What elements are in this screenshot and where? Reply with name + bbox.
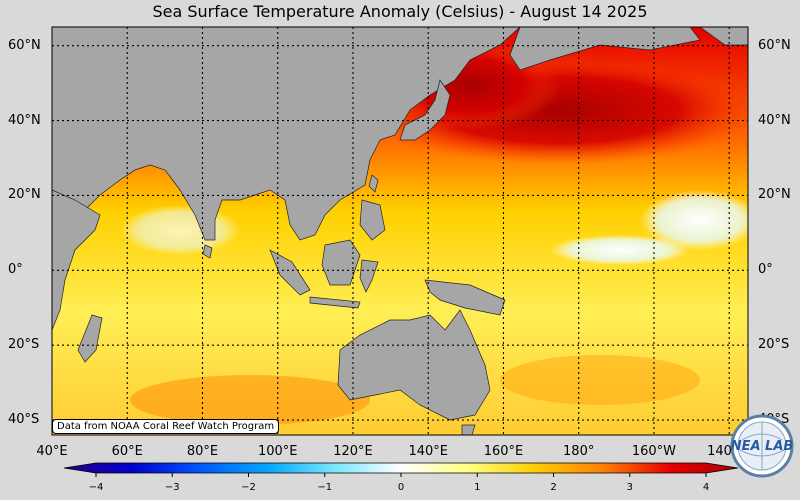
africa-landmass bbox=[52, 189, 101, 331]
colorbar-tick-label: −1 bbox=[317, 482, 333, 493]
colorbar-tick-label: 4 bbox=[702, 482, 710, 493]
latitude-label: 20°N bbox=[8, 187, 41, 203]
latitude-label: 20°N bbox=[758, 187, 791, 203]
colorbar-tick-label: −4 bbox=[88, 482, 104, 493]
colorbar-ticks bbox=[95, 473, 707, 477]
latitude-label: 40°N bbox=[8, 112, 41, 128]
latitude-label: 0° bbox=[8, 262, 23, 278]
latitude-label: 20°S bbox=[8, 337, 40, 353]
australia-landmass bbox=[337, 309, 491, 421]
longitude-label: 100°E bbox=[257, 444, 298, 459]
colorbar-tick-label: −3 bbox=[164, 482, 180, 493]
colorbar-tick-label: −2 bbox=[241, 482, 256, 493]
colorbar-tick-label: 3 bbox=[626, 482, 633, 493]
logo-text: NEA LAB bbox=[731, 439, 794, 454]
longitude-label: 160°W bbox=[631, 444, 677, 459]
asia-landmass bbox=[52, 27, 521, 251]
longitude-label: 180° bbox=[563, 444, 595, 459]
colorbar-tick-label: 1 bbox=[474, 482, 481, 493]
colorbar bbox=[63, 462, 739, 474]
colorbar-tick-label: 2 bbox=[550, 482, 557, 493]
southern-indian-warm-anomaly bbox=[130, 375, 370, 425]
longitude-label: 80°E bbox=[186, 444, 219, 459]
latitude-label: 60°N bbox=[758, 37, 791, 53]
philippines-landmass bbox=[359, 199, 386, 241]
map-title: Sea Surface Temperature Anomaly (Celsius… bbox=[152, 2, 648, 21]
latitude-label: 40°N bbox=[758, 112, 791, 128]
data-credit: Data from NOAA Coral Reef Watch Program bbox=[52, 419, 280, 434]
colorbar-tick-label: 0 bbox=[397, 482, 405, 493]
latitude-label: 60°N bbox=[8, 37, 41, 53]
central-pacific-cool-anomaly bbox=[640, 190, 748, 250]
new-guinea-landmass bbox=[424, 279, 506, 316]
latitude-label: 20°S bbox=[758, 337, 790, 353]
latitude-label: 0° bbox=[758, 262, 773, 278]
land-masses bbox=[52, 27, 748, 435]
globe-logo-icon: NEA LAB bbox=[730, 414, 794, 478]
south-pacific-warm-anomaly bbox=[500, 355, 700, 405]
equatorial-cool-anomaly bbox=[550, 235, 690, 265]
longitude-label: 120°E bbox=[333, 444, 373, 459]
longitude-label: 60°E bbox=[111, 444, 143, 459]
longitude-label: 160°E bbox=[483, 444, 524, 459]
map-frame bbox=[51, 26, 749, 436]
latitude-label: 40°S bbox=[8, 412, 40, 428]
longitude-label: 40°E bbox=[36, 444, 68, 459]
indian-ocean-cool-anomaly bbox=[120, 205, 240, 255]
japan-landmass bbox=[399, 79, 451, 141]
graticule bbox=[52, 27, 748, 435]
longitude-label: 140°E bbox=[408, 444, 448, 459]
borneo-landmass bbox=[321, 239, 361, 286]
